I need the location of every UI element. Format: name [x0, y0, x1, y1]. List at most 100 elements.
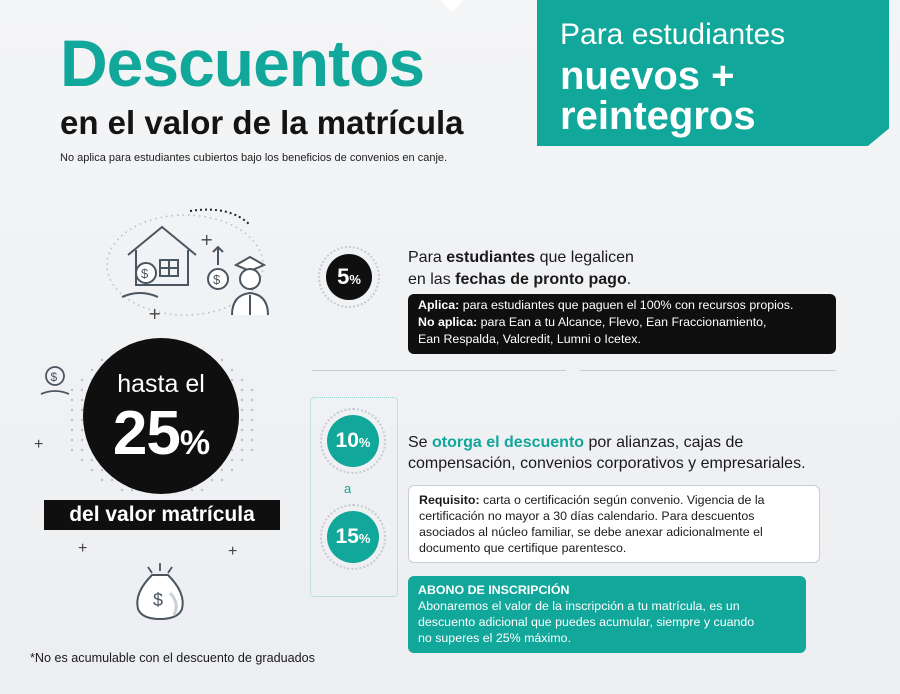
hero-prefix: hasta el: [117, 370, 205, 398]
decor-dot: [70, 418, 74, 422]
s1-t3: en las: [408, 271, 456, 288]
decor-dot: [80, 378, 84, 382]
s1-b2: fechas de pronto pago: [455, 271, 627, 288]
decor-dot: [80, 448, 84, 452]
coin-hand-icon: $: [121, 262, 159, 298]
decor-dot: [200, 488, 204, 492]
decor-dot: [80, 438, 84, 442]
graduate-icon: [231, 255, 269, 316]
s1-t2: que legalicen: [535, 249, 634, 266]
decor-dot: [100, 478, 104, 482]
not-applies-text: para Ean a tu Alcance, Flevo, Ean Fracci…: [477, 315, 767, 329]
req-line-1: carta o certificación según convenio. Vi…: [479, 493, 765, 507]
decor-dot: [230, 378, 234, 382]
hero-percent: %: [179, 424, 210, 462]
banner-line-2: nuevos +: [560, 54, 735, 98]
decor-dot: [100, 468, 104, 472]
credit-line-2: descuento adicional que puedes acumular,…: [418, 615, 755, 629]
decor-dot: [90, 468, 94, 472]
decor-dot: [240, 458, 244, 462]
decor-dot: [220, 358, 224, 362]
badge-10-value: 10: [335, 429, 359, 452]
section2-text: Se otorga el descuento por alianzas, caj…: [408, 432, 806, 474]
banner-line-3: reintegros: [560, 94, 756, 138]
s2-t3: compensación, convenios corporativos y e…: [408, 455, 806, 472]
requirement-label: Requisito:: [419, 493, 480, 507]
s1-t1: Para: [408, 249, 447, 266]
decor-dot: [240, 388, 244, 392]
requirement-box: Requisito: carta o certificación según c…: [408, 485, 820, 563]
decor-dot: [80, 408, 84, 412]
badge-15-percent: 15%: [327, 511, 379, 563]
s1-b1: estudiantes: [446, 249, 536, 266]
decor-dot: [230, 368, 234, 372]
decor-dot: [70, 408, 74, 412]
top-notch: [440, 0, 464, 12]
req-line-4: documento que certifique parentesco.: [419, 541, 627, 555]
footnote: *No es acumulable con el descuento de gr…: [30, 651, 315, 665]
s2-t2: por alianzas, cajas de: [584, 434, 744, 451]
house-graduate-illustration: $ $ + +: [106, 208, 269, 323]
decor-dot: [210, 478, 214, 482]
s2-highlight: otorga el descuento: [432, 434, 585, 451]
decor-dot: [240, 448, 244, 452]
divider-pointer: [566, 370, 580, 378]
decor-dot: [80, 398, 84, 402]
plus-icon: +: [78, 540, 88, 557]
req-line-2: certificación no mayor a 30 días calenda…: [419, 509, 755, 523]
decor-dot: [250, 408, 254, 412]
decor-dot: [70, 398, 74, 402]
req-line-3: asociados al núcleo familiar, se debe an…: [419, 525, 763, 539]
badge-10-pc: %: [358, 435, 371, 450]
plus-icon: +: [148, 304, 161, 323]
audience-banner: [537, 0, 889, 146]
plus-icon: +: [228, 543, 238, 560]
applies-label: Aplica:: [418, 298, 460, 312]
decor-dot: [250, 438, 254, 442]
badge-5-pc: %: [349, 272, 361, 287]
decor-dot: [70, 428, 74, 432]
decor-dot: [100, 358, 104, 362]
not-applies-text-2: Ean Respalda, Valcredit, Lumni o Icetex.: [418, 332, 641, 346]
decor-dot: [240, 408, 244, 412]
decor-dot: [70, 388, 74, 392]
hero-number: 25: [112, 399, 181, 468]
decor-dot: [230, 468, 234, 472]
s1-t4: .: [626, 271, 632, 288]
badge-5-percent: 5%: [326, 254, 372, 300]
decor-dot: [110, 478, 114, 482]
svg-text:$: $: [141, 266, 149, 281]
applies-text: para estudiantes que paguen el 100% con …: [459, 298, 794, 312]
decor-dot: [80, 388, 84, 392]
coin-arrow-icon: $: [207, 245, 229, 290]
svg-text:$: $: [51, 370, 58, 384]
header-note: No aplica para estudiantes cubiertos baj…: [60, 152, 448, 164]
decor-dot: [90, 368, 94, 372]
decor-dot: [80, 458, 84, 462]
enrollment-credit-title: ABONO DE INSCRIPCIÓN: [418, 583, 570, 597]
hero-bar-label: del valor matrícula: [44, 500, 280, 530]
money-bag-icon: $: [136, 563, 184, 621]
not-applies-label: No aplica:: [418, 315, 478, 329]
enrollment-credit-box: ABONO DE INSCRIPCIÓN Abonaremos el valor…: [408, 576, 806, 653]
decor-dot: [130, 488, 134, 492]
decor-dot: [250, 418, 254, 422]
svg-text:$: $: [153, 590, 163, 610]
plus-icon: +: [34, 436, 44, 453]
decor-dot: [80, 418, 84, 422]
page-subtitle: en el valor de la matrícula: [60, 104, 464, 141]
decor-dot: [70, 448, 74, 452]
hero-circle: [83, 338, 239, 494]
svg-text:$: $: [213, 272, 221, 287]
badge-ring: [320, 408, 386, 474]
banner-line-1: Para estudiantes: [560, 18, 786, 51]
badge-ring: [318, 246, 380, 308]
page-title: Descuentos: [60, 26, 425, 100]
range-connector: a: [344, 481, 352, 496]
hero-value: 25%: [83, 398, 239, 469]
decor-dot: [240, 418, 244, 422]
badge-15-value: 15: [335, 525, 359, 548]
decor-dot: [250, 398, 254, 402]
decor-dot: [250, 448, 254, 452]
credit-line-3: no superes el 25% máximo.: [418, 631, 571, 645]
